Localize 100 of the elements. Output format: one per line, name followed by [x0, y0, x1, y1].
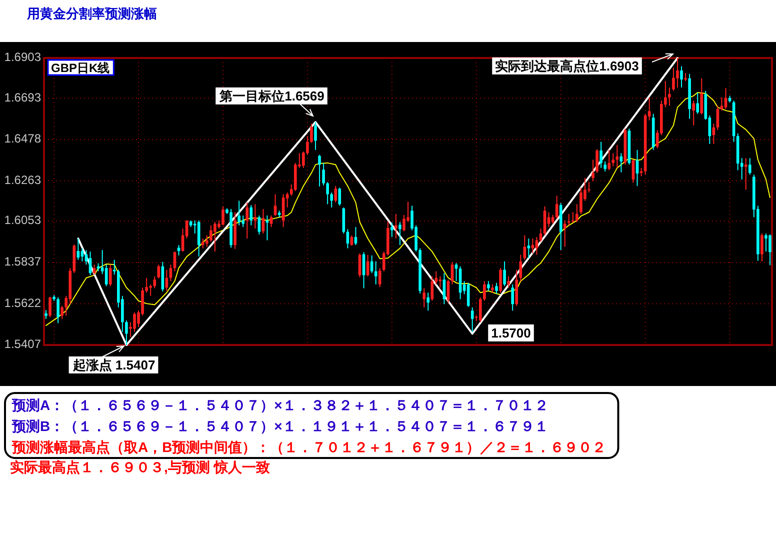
candlestick [330, 192, 333, 208]
annotation: 1.5700 [491, 325, 531, 340]
candlestick [507, 276, 510, 288]
candlestick [572, 212, 574, 224]
text: 实际最高点１．６９０３,与预测 惊人一致 [10, 459, 270, 475]
candlestick [487, 280, 490, 292]
candlestick [334, 185, 338, 203]
candlestick [592, 159, 594, 182]
candlestick [246, 202, 249, 240]
candlestick [744, 158, 748, 190]
candlestick [242, 215, 244, 228]
candlestick [612, 152, 615, 167]
candlestick [563, 220, 566, 248]
candlestick [250, 204, 253, 226]
candlestick [149, 284, 152, 296]
candlestick [210, 224, 212, 242]
candlestick [724, 88, 728, 110]
candlestick [511, 284, 514, 312]
title: 用黄金分割率预测涨幅 [27, 6, 157, 21]
candlestick [668, 87, 671, 106]
candlestick [672, 67, 675, 92]
candlestick [680, 66, 683, 88]
candlestick [576, 204, 578, 223]
candlestick [238, 200, 240, 226]
candlestick [503, 260, 506, 287]
candlestick [326, 182, 329, 205]
candlestick [608, 149, 611, 171]
candlestick [104, 264, 108, 287]
candlestick [768, 234, 772, 266]
candlestick [696, 92, 699, 114]
text: 起涨点 1.5407 [72, 357, 156, 372]
candlestick [483, 280, 486, 302]
candlestick [274, 194, 277, 217]
candlestick [527, 238, 530, 259]
candlestick [394, 213, 398, 240]
candlestick [108, 264, 112, 287]
candlestick [161, 261, 164, 292]
annotation: 第一目标位1.6569 [218, 88, 324, 104]
y-tick-label: 1.6903 [4, 50, 42, 64]
candlestick [60, 305, 64, 320]
candlestick [478, 296, 482, 323]
candlestick [133, 312, 136, 332]
candlestick [197, 220, 200, 258]
candlestick [580, 187, 582, 214]
candlestick [314, 122, 317, 150]
candlestick [588, 182, 590, 193]
candlestick [495, 282, 498, 294]
candlestick [531, 238, 534, 254]
candlestick [692, 100, 695, 126]
y-tick-label: 1.6263 [4, 172, 42, 187]
candlestick [378, 268, 382, 288]
candlestick [764, 233, 768, 252]
candlestick [258, 215, 261, 235]
candlestick [422, 288, 426, 308]
text: 预测A：（１．６５６９－１．５４０７）×１．３８２＋１．５４０７＝１．７０１２ [11, 397, 548, 413]
candlestick [600, 141, 602, 168]
text: 预测涨幅最高点（取A，B预测中间值）：（１．７０１２＋１．６７９１）／２＝１．６９０２ [11, 439, 606, 455]
candlestick [604, 160, 606, 172]
candlestick [519, 254, 522, 282]
y-tick-label: 1.5622 [4, 296, 42, 310]
candlestick [48, 296, 52, 318]
candlestick [470, 306, 474, 332]
candlestick [322, 162, 325, 186]
candlestick [398, 222, 402, 246]
candlestick [596, 148, 598, 174]
candlestick [616, 144, 619, 168]
candlestick [153, 276, 156, 289]
candlestick [125, 320, 128, 346]
y-tick-label: 1.5837 [4, 254, 42, 269]
candlestick [700, 78, 704, 115]
candlestick [499, 268, 502, 294]
candlestick [426, 292, 430, 312]
candlestick [310, 123, 313, 144]
candlestick [112, 259, 116, 276]
candlestick [748, 158, 752, 176]
y-tick-label: 1.6693 [4, 90, 42, 104]
candlestick [342, 206, 346, 234]
candlestick [338, 187, 342, 206]
candlestick [539, 228, 542, 242]
candlestick [214, 222, 216, 252]
y-tick-label: 1.6478 [4, 132, 42, 146]
candlestick [254, 204, 257, 230]
candlestick [567, 213, 570, 226]
candlestick [430, 276, 434, 302]
candlestick [177, 244, 180, 256]
line-series [77, 57, 678, 346]
candlestick [402, 214, 406, 232]
y-tick-label: 1.6053 [4, 213, 42, 228]
candlestick [56, 296, 60, 324]
candlestick [205, 234, 208, 248]
text: 预测B：（１．６５６９－１．５４０７）×１．１９１＋１．５４０７＝１．６７９１ [11, 418, 548, 434]
candlestick [390, 222, 394, 238]
annotation: 实际到达最高点位1.6903 [495, 58, 639, 74]
candlestick [760, 233, 764, 262]
chart-subtitle: GBP日K线 [51, 61, 110, 75]
y-tick-label: 1.5407 [4, 337, 42, 352]
candlestick [169, 264, 172, 282]
candlestick [157, 264, 160, 279]
candlestick [201, 238, 204, 249]
candlestick [222, 206, 224, 226]
